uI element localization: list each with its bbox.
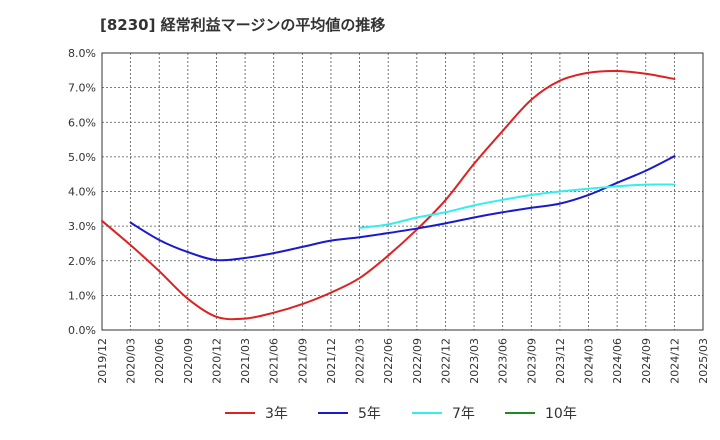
x-tick-label: 2021/12 (325, 338, 338, 384)
x-tick-label: 2023/12 (554, 338, 567, 384)
legend-label-4: 10年 (545, 406, 577, 422)
x-tick-label: 2021/09 (296, 338, 309, 384)
x-tick-label: 2020/12 (210, 338, 223, 384)
x-tick-label: 2024/06 (611, 338, 624, 384)
chart-title: [8230] 経常利益マージンの平均値の推移 (100, 16, 386, 34)
x-tick-label: 2023/03 (468, 338, 481, 384)
x-tick-label: 2024/03 (583, 338, 596, 384)
x-tick-label: 2020/06 (153, 338, 166, 384)
y-tick-label: 6.0% (68, 116, 96, 129)
y-tick-label: 8.0% (68, 47, 96, 60)
y-tick-label: 4.0% (68, 186, 96, 199)
plot-border (101, 52, 704, 331)
x-tick-label: 2024/09 (640, 338, 653, 384)
x-tick-label: 2021/06 (268, 338, 281, 384)
x-tick-label: 2023/09 (525, 338, 538, 384)
x-tick-label: 2021/03 (239, 338, 252, 384)
x-tick-label: 2020/09 (182, 338, 195, 384)
x-tick-label: 2020/03 (125, 338, 138, 384)
legend-label-3: 7年 (452, 406, 475, 422)
legend-label-2: 5年 (358, 406, 381, 422)
y-tick-label: 7.0% (68, 82, 96, 95)
x-tick-label: 2022/12 (439, 338, 452, 384)
legend-label-1: 3年 (265, 406, 288, 422)
y-tick-label: 0.0% (68, 324, 96, 337)
y-tick-label: 3.0% (68, 220, 96, 233)
x-tick-label: 2022/06 (382, 338, 395, 384)
y-tick-label: 1.0% (68, 289, 96, 302)
series-line-3 (358, 183, 676, 229)
series-line-2 (129, 155, 676, 262)
x-tick-label: 2022/09 (411, 338, 424, 384)
series-line-1 (101, 69, 676, 321)
x-tick-label: 2019/12 (96, 338, 109, 384)
x-tick-label: 2025/03 (697, 338, 710, 384)
x-tick-label: 2024/12 (668, 338, 681, 384)
x-tick-label: 2022/03 (354, 338, 367, 384)
x-tick-label: 2023/06 (497, 338, 510, 384)
y-tick-label: 5.0% (68, 151, 96, 164)
y-tick-label: 2.0% (68, 255, 96, 268)
